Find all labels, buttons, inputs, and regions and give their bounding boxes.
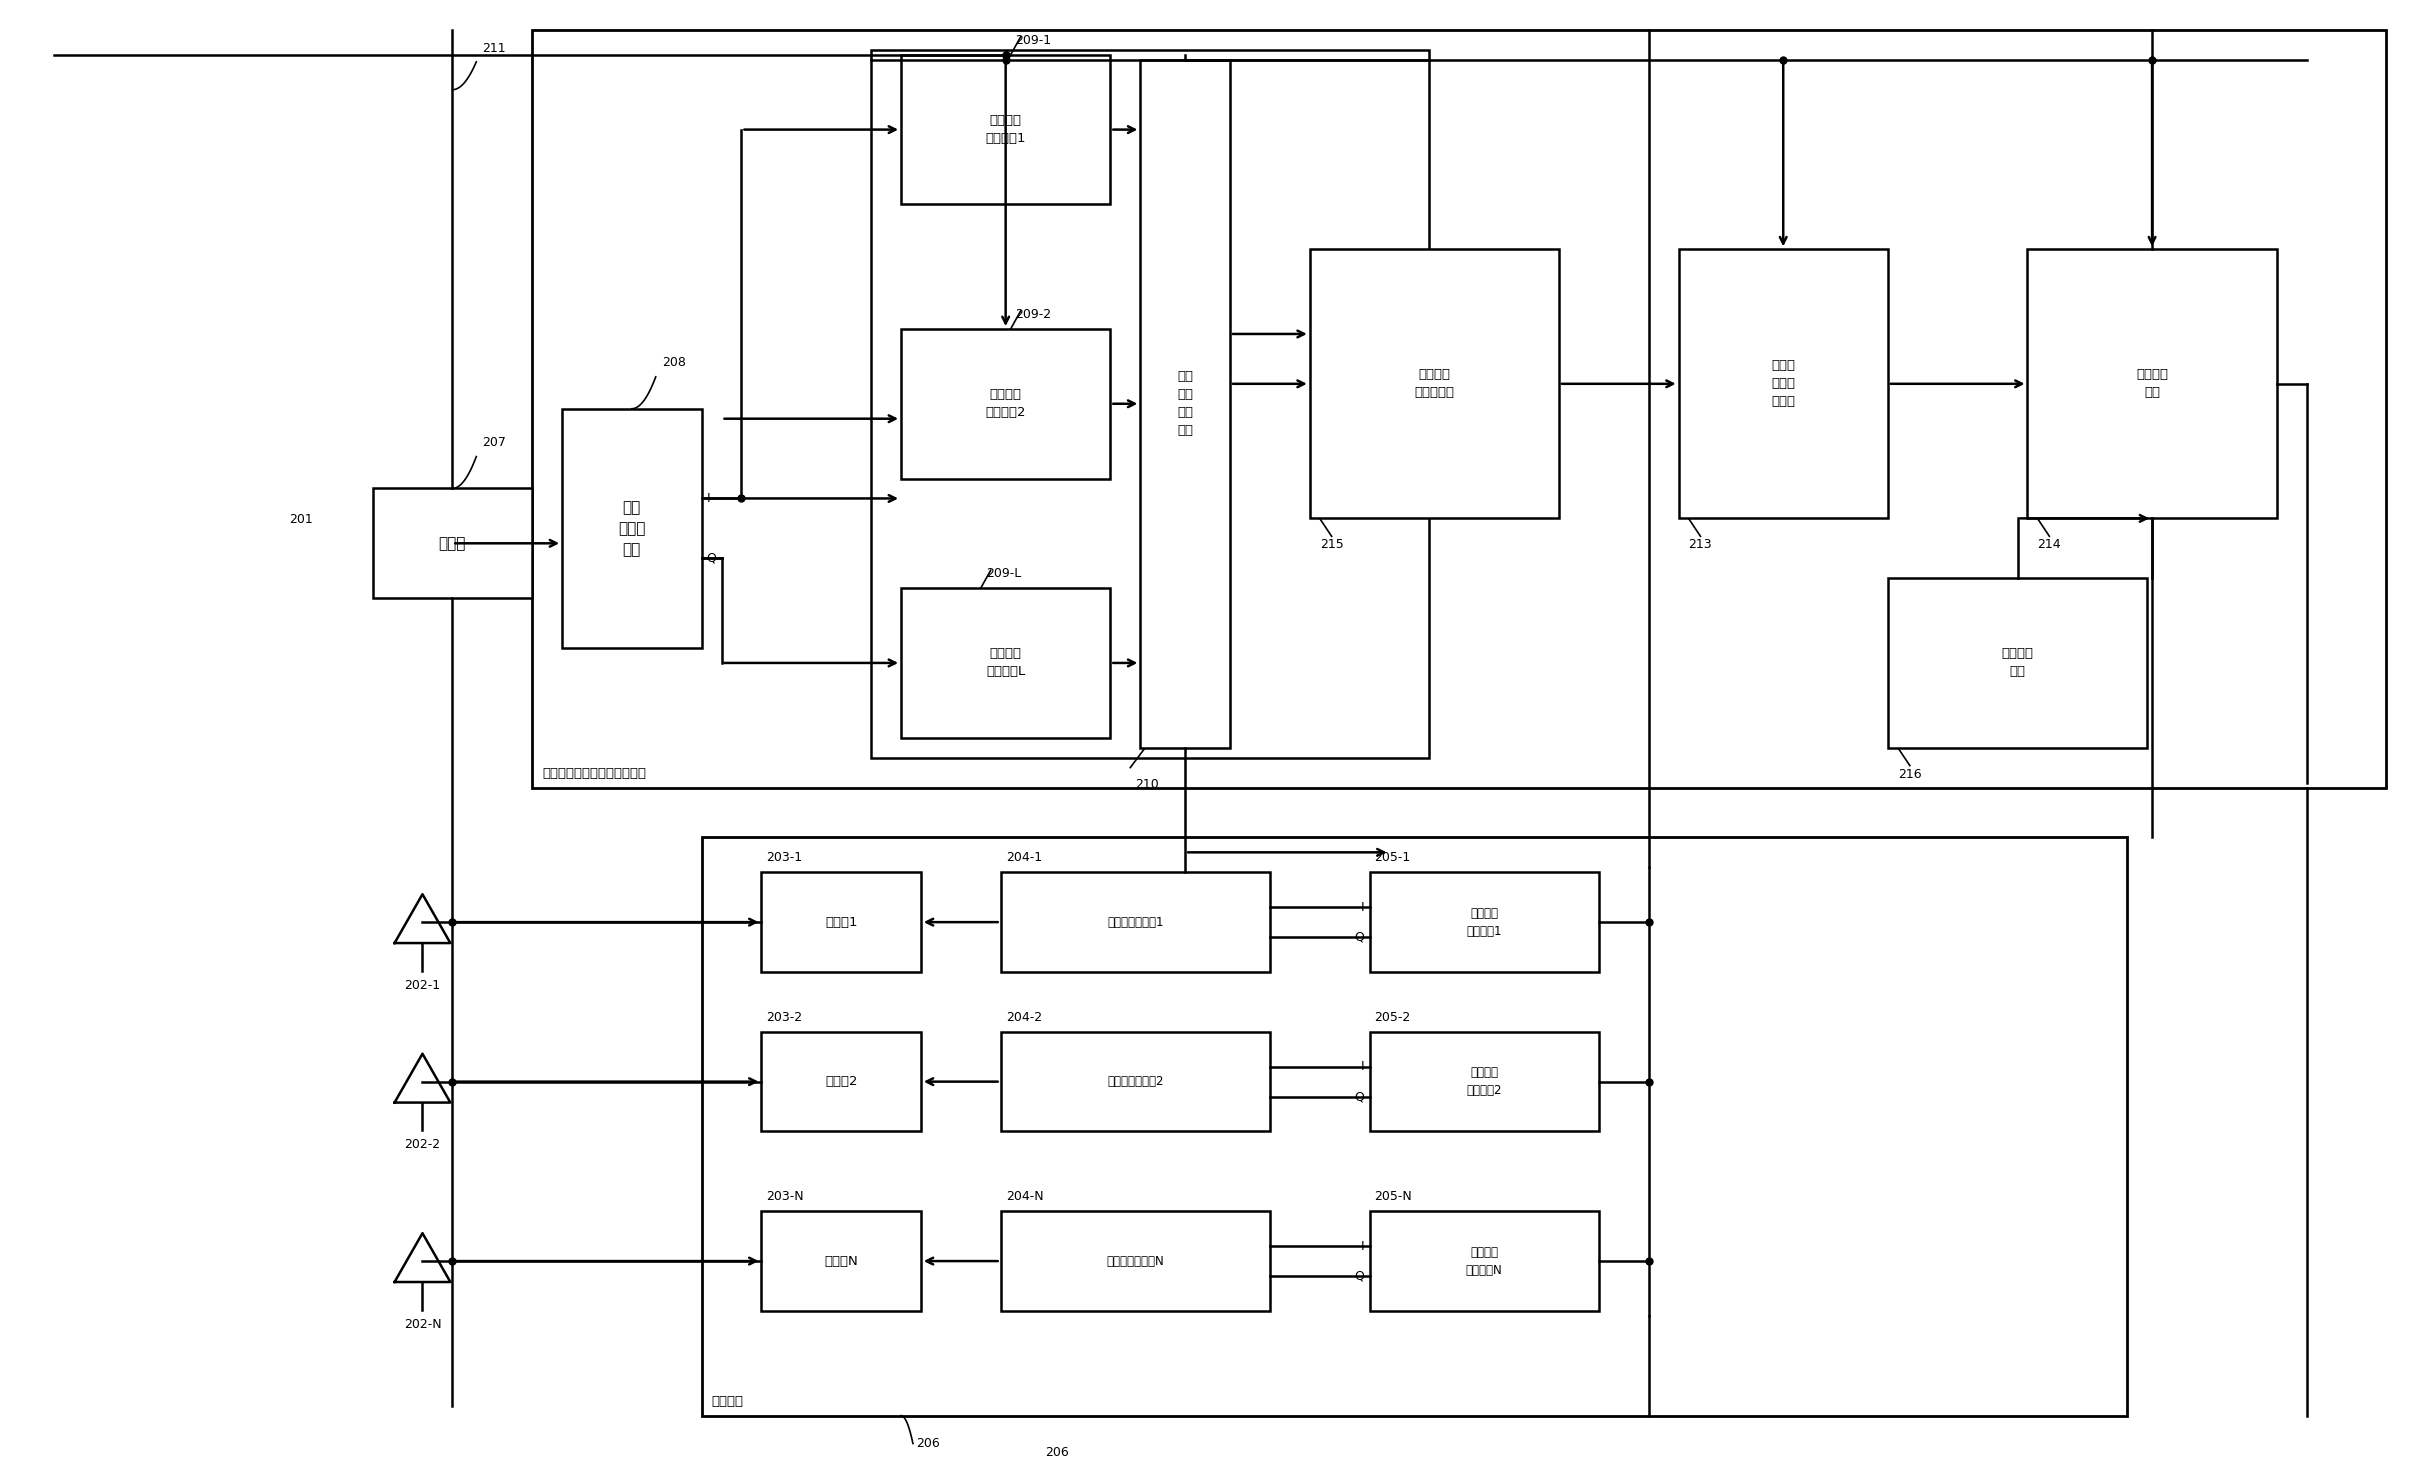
Text: 分配器N: 分配器N (824, 1255, 858, 1268)
Bar (1001, 872, 1271, 972)
Text: 203-1: 203-1 (765, 852, 802, 865)
Text: 216: 216 (1898, 767, 1922, 780)
Text: 202-1: 202-1 (403, 979, 440, 992)
Bar (1001, 1031, 1271, 1131)
Text: 209-L: 209-L (987, 567, 1021, 580)
Bar (761, 1031, 921, 1131)
Text: 209-2: 209-2 (1016, 308, 1052, 321)
Text: 接收
无线电
部分: 接收 无线电 部分 (617, 500, 646, 557)
Bar (1001, 1211, 1271, 1311)
Text: I: I (707, 492, 710, 506)
Bar (372, 488, 532, 598)
Text: 204-N: 204-N (1006, 1191, 1042, 1204)
Text: 解调
结果
处理
部分: 解调 结果 处理 部分 (1176, 370, 1193, 437)
Text: Q: Q (1354, 1090, 1366, 1103)
Bar (1371, 1031, 1599, 1131)
Bar (1310, 250, 1560, 519)
Text: Q: Q (1354, 1270, 1366, 1283)
Text: 203-2: 203-2 (765, 1011, 802, 1024)
Text: I: I (1361, 1061, 1366, 1074)
Text: 加法器: 加法器 (440, 536, 467, 551)
Text: I: I (1361, 900, 1366, 913)
Text: 温度监控
部分: 温度监控 部分 (2002, 647, 2034, 678)
Text: 205-N: 205-N (1375, 1191, 1412, 1204)
Text: 校准信号
解调部分2: 校准信号 解调部分2 (987, 389, 1025, 419)
Text: 解调符号
组选择部分: 解调符号 组选择部分 (1414, 368, 1453, 399)
Text: 205-1: 205-1 (1375, 852, 1412, 865)
Text: 传输基带
处理部分1: 传输基带 处理部分1 (1465, 907, 1502, 938)
Text: 校准副
载波选
择部分: 校准副 载波选 择部分 (1771, 359, 1796, 408)
Bar (1679, 250, 1888, 519)
Text: 206: 206 (916, 1438, 940, 1451)
Text: 202-2: 202-2 (403, 1138, 440, 1151)
Bar (2027, 250, 2277, 519)
Text: 传输无线电部分特性测量装置: 传输无线电部分特性测量装置 (542, 767, 646, 780)
Text: 204-2: 204-2 (1006, 1011, 1042, 1024)
Text: 校准信号
解调部分L: 校准信号 解调部分L (987, 647, 1025, 678)
Text: 210: 210 (1135, 777, 1159, 790)
Bar (870, 50, 1429, 758)
Bar (902, 329, 1111, 479)
Text: 213: 213 (1689, 538, 1713, 551)
Text: 校准控制
部分: 校准控制 部分 (2136, 368, 2168, 399)
Bar (702, 837, 2126, 1416)
Text: 201: 201 (289, 513, 313, 526)
Text: 208: 208 (661, 356, 685, 368)
Text: 215: 215 (1319, 538, 1344, 551)
Bar (1371, 872, 1599, 972)
Text: 传输装置: 传输装置 (712, 1395, 744, 1407)
Text: 204-1: 204-1 (1006, 852, 1042, 865)
Bar (902, 56, 1111, 205)
Text: 203-N: 203-N (765, 1191, 804, 1204)
Bar (1140, 60, 1230, 748)
Text: 传输无线电部分2: 传输无线电部分2 (1108, 1075, 1164, 1088)
Text: I: I (1361, 1239, 1366, 1252)
Text: 传输无线电部分1: 传输无线电部分1 (1108, 916, 1164, 929)
Text: 分配器1: 分配器1 (824, 916, 858, 929)
Text: Q: Q (707, 552, 717, 565)
Text: 205-2: 205-2 (1375, 1011, 1412, 1024)
Bar (1371, 1211, 1599, 1311)
Text: 传输无线电部分N: 传输无线电部分N (1106, 1255, 1164, 1268)
Text: 209-1: 209-1 (1016, 34, 1052, 47)
Bar (1888, 579, 2148, 748)
Bar (902, 589, 1111, 738)
Text: 211: 211 (481, 42, 505, 56)
Bar (761, 1211, 921, 1311)
Text: 206: 206 (1045, 1445, 1069, 1458)
Text: Q: Q (1354, 931, 1366, 944)
Text: 202-N: 202-N (403, 1318, 442, 1331)
Text: 214: 214 (2036, 538, 2061, 551)
Text: 207: 207 (481, 435, 505, 449)
Bar (761, 872, 921, 972)
Bar (532, 29, 2386, 787)
Text: 传输基带
处理部分N: 传输基带 处理部分N (1465, 1246, 1502, 1277)
Text: 分配器2: 分配器2 (824, 1075, 858, 1088)
Text: 传输基带
处理部分2: 传输基带 处理部分2 (1465, 1067, 1502, 1097)
Bar (561, 409, 702, 649)
Text: 校准信号
解调部分1: 校准信号 解调部分1 (987, 114, 1025, 145)
